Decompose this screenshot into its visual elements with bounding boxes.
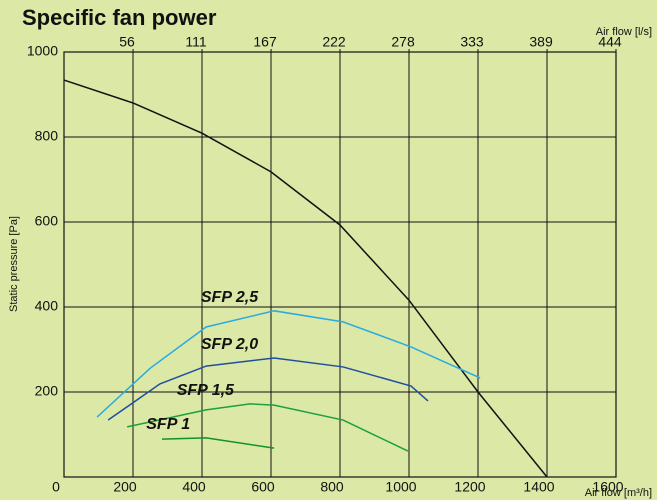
x2-tick-label: 167 [253,34,277,50]
plot-frame [63,51,617,478]
y-tick-label: 600 [35,213,59,229]
x2-tick-label: 278 [391,34,415,50]
x-tick-label: 400 [182,479,206,495]
y-tick-label: 200 [35,383,59,399]
y-tick-label: 400 [35,298,59,314]
series-label: SFP 2,5 [201,289,259,306]
x-tick-label: 1400 [523,479,554,495]
series-label: SFP 2,0 [201,336,258,353]
x-tick-label: 0 [52,479,60,495]
x-tick-label: 600 [251,479,275,495]
line [96,310,481,418]
chart-title: Specific fan power [22,5,217,30]
x2-tick-label: 333 [460,34,484,50]
line [161,437,275,449]
x2-tick-label: 222 [322,34,346,50]
line [63,79,548,478]
series-label: SFP 1 [146,416,190,433]
y-tick-label: 1000 [27,43,58,59]
x-tick-label: 1000 [385,479,416,495]
x2-tick-label: 56 [119,34,135,50]
x2-axis-label: Air flow [l/s] [596,26,652,38]
x-tick-label: 1200 [454,479,485,495]
series-label: SFP 1,5 [177,382,235,399]
x-tick-label: 1600 [592,479,623,495]
y-tick-label: 800 [35,128,59,144]
x-axis-label: Air flow [m³/h] [585,487,652,499]
x-tick-label: 200 [113,479,137,495]
line [107,357,429,421]
x2-tick-label: 389 [529,34,553,50]
line [126,403,409,452]
x2-tick-label: 111 [185,34,206,50]
x2-tick-label: 444 [598,34,622,50]
x-tick-label: 800 [320,479,344,495]
y-axis-label: Static pressure [Pa] [8,216,20,312]
